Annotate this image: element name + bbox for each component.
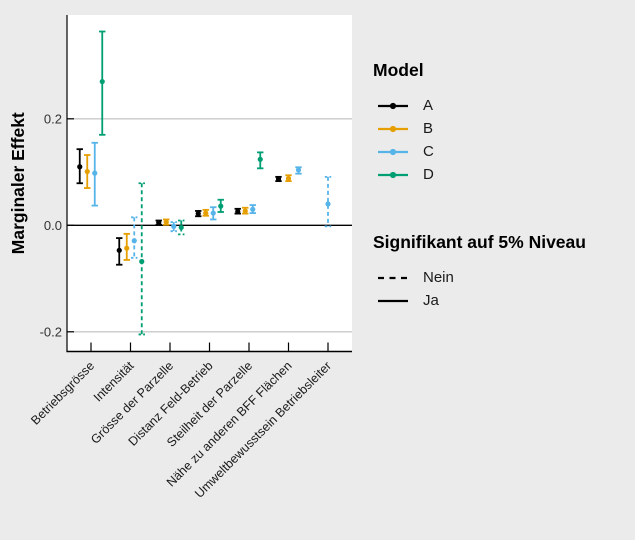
point-marker (235, 208, 241, 215)
point-marker (275, 176, 282, 182)
panel-background (67, 15, 352, 352)
point-marker (92, 170, 98, 176)
y-tick-label: 0.2 (44, 111, 62, 126)
model-a-key-icon (378, 102, 408, 109)
point-marker (285, 175, 292, 182)
point-marker (156, 220, 162, 226)
legend-entry-model-a: A (376, 94, 628, 117)
point-marker (250, 206, 256, 212)
sig-ja-label: Ja (423, 292, 439, 309)
model-d-key-icon (378, 171, 408, 178)
point-marker (203, 210, 209, 216)
legend-entry-ja: Ja (376, 289, 628, 312)
point-marker (163, 219, 169, 225)
model-d-label: D (423, 166, 434, 183)
point-marker (242, 208, 248, 214)
dashed-line-key-icon (378, 276, 408, 279)
point-marker (171, 223, 177, 229)
sig-nein-label: Nein (423, 269, 454, 286)
point-marker (210, 210, 216, 216)
x-category-label: Betriebsgrösse (28, 359, 97, 428)
point-marker (139, 258, 145, 265)
point-marker (178, 224, 184, 231)
point-marker (116, 247, 122, 253)
model-c-label: C (423, 143, 434, 160)
point-marker (257, 156, 263, 162)
point-marker (325, 201, 331, 207)
y-tick-label: -0.2 (40, 324, 62, 339)
solid-line-key-icon (378, 299, 408, 302)
point-marker (84, 168, 90, 175)
legend-entry-model-b: B (376, 117, 628, 140)
y-tick-label: 0.0 (44, 218, 62, 233)
legend-entry-nein: Nein (376, 266, 628, 289)
point-marker (218, 203, 224, 209)
point-marker (195, 210, 201, 217)
point-marker (124, 245, 130, 251)
point-marker (77, 164, 83, 170)
legend: Model A B C (372, 60, 628, 312)
y-axis-title: Marginaler Effekt (8, 112, 28, 254)
point-marker (99, 78, 105, 85)
model-legend-title: Model (373, 60, 424, 80)
point-marker (131, 238, 137, 244)
legend-entry-model-c: C (376, 140, 628, 163)
model-b-label: B (423, 120, 434, 137)
model-c-key-icon (378, 148, 408, 155)
marginal-effects-plot: 0.20.0-0.2BetriebsgrösseIntensitätGrösse… (8, 15, 352, 501)
model-b-key-icon (378, 125, 408, 132)
point-marker (295, 167, 302, 173)
significance-legend-title: Signifikant auf 5% Niveau (373, 232, 586, 252)
legend-entry-model-d: D (376, 163, 628, 186)
model-a-label: A (423, 97, 434, 114)
